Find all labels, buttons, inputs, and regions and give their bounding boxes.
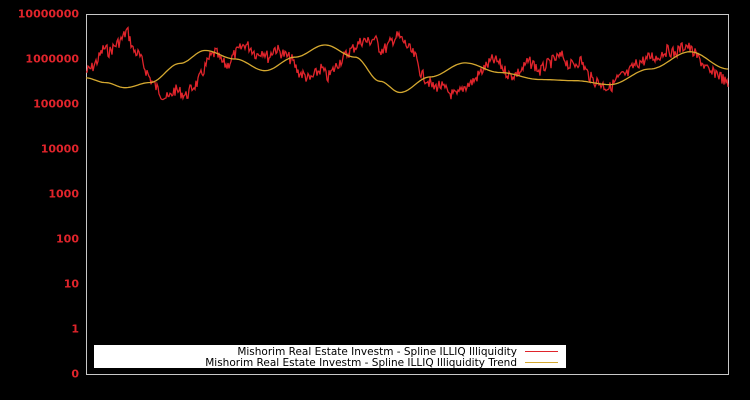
legend-label: Mishorim Real Estate Investm - Spline IL… bbox=[237, 345, 517, 358]
legend-label: Mishorim Real Estate Investm - Spline IL… bbox=[205, 356, 517, 369]
y-tick-label: 10000000 bbox=[17, 7, 79, 21]
legend-swatch-gold bbox=[525, 362, 558, 363]
y-tick-label: 1000000 bbox=[25, 52, 79, 66]
y-tick-label: 10000 bbox=[40, 142, 79, 156]
y-tick-label: 100000 bbox=[33, 97, 79, 111]
y-tick-label: 100 bbox=[56, 232, 79, 246]
y-tick-label: 10 bbox=[63, 277, 79, 291]
illiquidity-trend-line bbox=[85, 44, 729, 94]
y-tick-label: 1000 bbox=[48, 187, 79, 201]
illiquidity-line bbox=[85, 26, 729, 101]
legend-item-trend: Mishorim Real Estate Investm - Spline IL… bbox=[205, 356, 558, 369]
y-tick-label: 1 bbox=[71, 322, 79, 336]
legend-swatch-red bbox=[525, 351, 558, 352]
legend-item-illiquidity: Mishorim Real Estate Investm - Spline IL… bbox=[237, 345, 558, 358]
y-tick-label: 0 bbox=[71, 367, 79, 381]
plot-frame bbox=[86, 14, 729, 375]
legend: Mishorim Real Estate Investm - Spline IL… bbox=[94, 345, 566, 369]
